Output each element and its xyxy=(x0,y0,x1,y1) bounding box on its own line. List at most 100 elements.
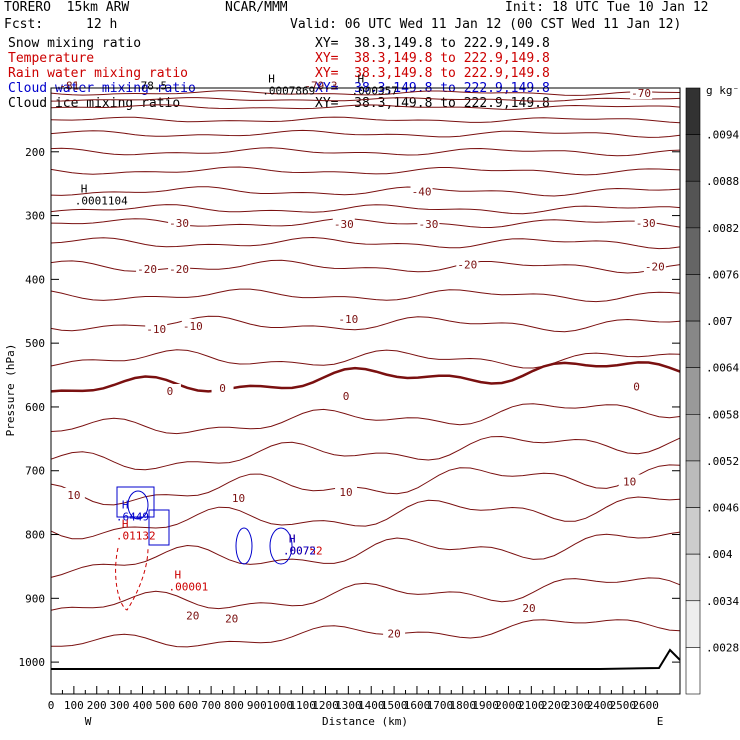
colorbar-segment xyxy=(685,367,701,415)
x-tick-label: 2500 xyxy=(610,699,637,712)
valid-time: Valid: 06 UTC Wed 11 Jan 12 (00 CST Wed … xyxy=(290,17,682,32)
contour-label-bg xyxy=(518,600,541,614)
colorbar-label: .0082 xyxy=(706,222,739,235)
x-tick-label: 1000 xyxy=(266,699,293,712)
cloud-water-contour xyxy=(148,509,170,546)
contour-label-bg xyxy=(181,318,204,332)
y-tick-label: 700 xyxy=(25,465,45,478)
isotherm xyxy=(50,577,681,611)
isotherm xyxy=(50,97,681,102)
top-value-label: -79.3 xyxy=(304,79,337,92)
plot-border xyxy=(50,87,681,695)
isotherm xyxy=(50,403,681,435)
contour-label-bg xyxy=(625,379,648,393)
field-xy-snow: XY= 38.3,149.8 to 222.9,149.8 xyxy=(315,36,550,51)
contour-label-bg xyxy=(136,262,159,276)
colorbar-label: .0034 xyxy=(706,595,739,608)
contour-label: -30 xyxy=(334,218,354,231)
x-tick-label: 400 xyxy=(133,699,153,712)
x-tick-label: 2200 xyxy=(541,699,568,712)
isotherm xyxy=(50,90,681,96)
temperature-contours xyxy=(50,90,681,648)
x-tick-label: 800 xyxy=(224,699,244,712)
high-marker: H xyxy=(289,532,296,545)
contour-label-bg xyxy=(417,216,440,230)
colorbar-segment xyxy=(685,507,701,555)
contour-label: -20 xyxy=(169,263,189,276)
contour-label: -10 xyxy=(338,313,358,326)
high-value: .01132 xyxy=(116,530,156,543)
isotherm xyxy=(50,129,681,138)
high-marker: H xyxy=(175,569,182,582)
isotherm xyxy=(50,435,681,471)
isotherm xyxy=(50,186,681,197)
forecast-hours: 12 h xyxy=(86,17,118,32)
high-marker: H xyxy=(357,72,364,85)
isotherm xyxy=(50,288,681,303)
colorbar-segment xyxy=(685,180,701,229)
field-name-snow: Snow mixing ratio xyxy=(8,36,142,51)
x-tick-label: 1400 xyxy=(358,699,385,712)
high-marker: H xyxy=(81,183,88,196)
colorbar-label: .0028 xyxy=(706,641,739,654)
high-value: .0007869 xyxy=(262,84,315,97)
colorbar-segment xyxy=(685,134,701,182)
x-tick-label: 1300 xyxy=(335,699,362,712)
colorbar-segment xyxy=(685,460,701,508)
contour-label-bg xyxy=(62,487,85,501)
contour-label-bg xyxy=(220,611,243,625)
contour-label-bg xyxy=(145,322,168,336)
high-marker: H xyxy=(268,72,275,85)
field-name-rain: Rain water mixing ratio xyxy=(8,66,189,81)
contour-label: -20 xyxy=(137,263,157,276)
x-tick-label: 100 xyxy=(64,699,84,712)
contour-label-bg xyxy=(456,257,479,271)
x-tick-label: 2300 xyxy=(564,699,591,712)
isotherm xyxy=(50,204,681,215)
ground-line xyxy=(51,648,681,670)
contour-label: 0 xyxy=(219,382,226,395)
contour-label: 10 xyxy=(67,489,80,502)
field-name-cloud-water: Cloud water mixing ratio xyxy=(8,81,196,96)
y-tick-label: 600 xyxy=(25,401,45,414)
isotherm xyxy=(51,619,681,648)
high-value: .0072 xyxy=(283,544,316,557)
isotherm xyxy=(50,116,681,124)
y-tick-label: 900 xyxy=(25,592,45,605)
x-tick-label: 900 xyxy=(247,699,267,712)
contour-label: 20 xyxy=(522,602,535,615)
isotherm xyxy=(50,104,681,110)
colorbar-segment xyxy=(685,553,701,602)
contour-label-bg xyxy=(168,216,191,230)
contour-label: 10 xyxy=(232,492,245,505)
contour-label-bg xyxy=(643,259,666,273)
model-title: TORERO 15km ARW xyxy=(4,0,130,15)
contour-label-bg xyxy=(410,184,433,198)
isotherm xyxy=(50,166,681,176)
high-value: .00001 xyxy=(169,581,209,594)
y-tick-label: 500 xyxy=(25,337,45,350)
colorbar-segment xyxy=(685,320,701,368)
x-tick-label: 1900 xyxy=(472,699,499,712)
rain-water-contour xyxy=(115,547,149,611)
isotherm xyxy=(50,361,681,393)
x-tick-label: 500 xyxy=(155,699,175,712)
field-xy-rain: XY= 38.3,149.8 to 222.9,149.8 xyxy=(315,66,550,81)
x-tick-label: 2100 xyxy=(518,699,545,712)
y-tick-label: 800 xyxy=(25,529,45,542)
colorbar-label: .0046 xyxy=(706,502,739,515)
isotherm xyxy=(50,349,681,369)
contour-label: -30 xyxy=(636,217,656,230)
x-tick-label: 700 xyxy=(201,699,221,712)
contour-labels: -70 -40 -30 -30 -30 -30 -20 -20 -20 -20 -10 -10 -10 0… xyxy=(59,72,666,640)
y-axis-title: Pressure (hPa) xyxy=(4,344,17,437)
x-tick-label: 1700 xyxy=(427,699,454,712)
x-tick-label: 1100 xyxy=(289,699,316,712)
x-axis-title: Distance (km) xyxy=(322,715,408,728)
y-tick-label: 1000 xyxy=(19,656,46,669)
contour-label-bg xyxy=(158,384,181,397)
axes: 0 100 200 300 400 500 600 700 800 900 100011001200… xyxy=(4,146,680,728)
high-value: .0001104 xyxy=(75,195,128,208)
colorbar-segment xyxy=(685,87,701,135)
colorbar-unit: g kg⁻¹ xyxy=(706,84,740,97)
